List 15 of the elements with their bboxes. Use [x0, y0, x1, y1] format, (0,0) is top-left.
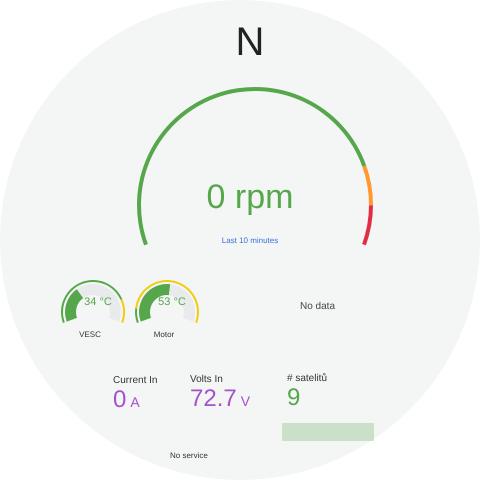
- text: Motor: [152, 330, 176, 339]
- text: # satelitů: [287, 373, 328, 384]
- text: No data: [300, 301, 336, 312]
- text: Current In: [113, 375, 158, 386]
- text: 53 °C: [157, 296, 187, 308]
- chart-title: N: [234, 20, 266, 65]
- text: 34 °C: [83, 296, 113, 308]
- text: Volts In: [190, 374, 224, 385]
- text: 9: [287, 384, 302, 412]
- text: VESC: [78, 330, 102, 339]
- text: No service: [170, 451, 209, 460]
- text: Last 10 minutes: [220, 236, 280, 245]
- text: 0 rpm: [206, 178, 294, 217]
- text: 72.7 V: [190, 385, 250, 412]
- text: 0 A: [113, 386, 140, 413]
